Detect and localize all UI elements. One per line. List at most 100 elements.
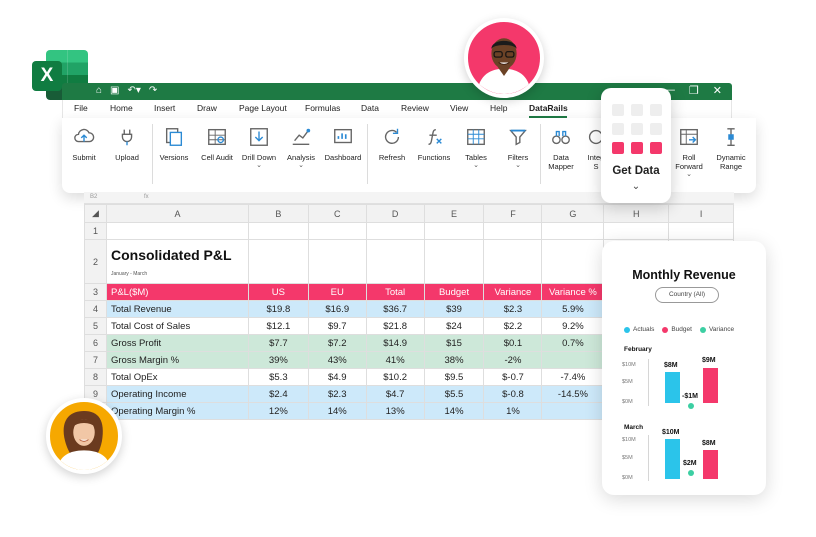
- get-data-button[interactable]: Get Data ⌄: [601, 88, 671, 203]
- row-label[interactable]: Total OpEx: [105, 368, 249, 386]
- cell[interactable]: $7.2: [307, 334, 367, 352]
- menu-home[interactable]: Home: [110, 103, 133, 113]
- header-cell[interactable]: P&L($M): [105, 283, 249, 301]
- select-all-corner[interactable]: ◢: [84, 204, 107, 223]
- country-filter[interactable]: Country (All): [655, 287, 719, 303]
- cell[interactable]: 41%: [365, 351, 425, 369]
- menu-view[interactable]: View: [450, 103, 469, 113]
- cell[interactable]: $5.5: [423, 385, 485, 403]
- column-header[interactable]: G: [541, 204, 605, 223]
- row-number[interactable]: 3: [84, 283, 107, 301]
- cell[interactable]: 38%: [423, 351, 485, 369]
- row-label[interactable]: Operating Margin %: [105, 402, 249, 420]
- menu-data[interactable]: Data: [361, 103, 379, 113]
- cell[interactable]: $-0.7: [483, 368, 543, 386]
- cell[interactable]: 1%: [483, 402, 543, 420]
- cell[interactable]: $9.7: [307, 317, 367, 335]
- title-cell[interactable]: Consolidated P&L January - March: [105, 239, 249, 284]
- row-label[interactable]: Total Revenue: [105, 300, 249, 318]
- menu-formulas[interactable]: Formulas: [305, 103, 341, 113]
- close-icon[interactable]: ✕: [712, 85, 722, 97]
- cell[interactable]: $9.5: [423, 368, 485, 386]
- cell[interactable]: $16.9: [307, 300, 367, 318]
- column-header[interactable]: B: [247, 204, 309, 223]
- column-header[interactable]: I: [668, 204, 734, 223]
- row-label[interactable]: Total Cost of Sales: [105, 317, 249, 335]
- restore-icon[interactable]: ❐: [688, 85, 699, 97]
- menu-datarails[interactable]: DataRails: [529, 103, 568, 113]
- redo-icon[interactable]: ↷: [148, 85, 158, 96]
- cell[interactable]: [541, 402, 605, 420]
- header-cell[interactable]: Budget: [423, 283, 485, 301]
- cell[interactable]: 39%: [247, 351, 309, 369]
- cell[interactable]: 0.7%: [541, 334, 605, 352]
- row-label[interactable]: Gross Margin %: [105, 351, 249, 369]
- column-header[interactable]: E: [423, 204, 485, 223]
- header-cell[interactable]: Variance: [483, 283, 543, 301]
- cell[interactable]: $24: [423, 317, 485, 335]
- drill-down-button[interactable]: Drill Down ⌄: [234, 126, 284, 170]
- row-number[interactable]: 5: [84, 317, 107, 335]
- row-number[interactable]: 6: [84, 334, 107, 352]
- cell[interactable]: -2%: [483, 351, 543, 369]
- menu-draw[interactable]: Draw: [197, 103, 217, 113]
- roll-forward-button[interactable]: Roll Forward ⌄: [664, 126, 714, 179]
- column-header[interactable]: C: [307, 204, 367, 223]
- cell[interactable]: 14%: [307, 402, 367, 420]
- menu-file[interactable]: File: [74, 103, 88, 113]
- cell[interactable]: -7.4%: [541, 368, 605, 386]
- cell[interactable]: $19.8: [247, 300, 309, 318]
- cell[interactable]: $2.3: [483, 300, 543, 318]
- cell[interactable]: $2.3: [307, 385, 367, 403]
- name-box[interactable]: B2: [90, 194, 98, 200]
- submit-button[interactable]: Submit: [59, 126, 109, 162]
- dashboard-button[interactable]: Dashboard: [318, 126, 368, 162]
- cell[interactable]: 9.2%: [541, 317, 605, 335]
- cell-audit-button[interactable]: Cell Audit: [192, 126, 242, 162]
- cell[interactable]: $15: [423, 334, 485, 352]
- cell[interactable]: $4.7: [365, 385, 425, 403]
- refresh-button[interactable]: Refresh: [367, 126, 417, 162]
- menu-page-layout[interactable]: Page Layout: [239, 103, 287, 113]
- cell[interactable]: $0.1: [483, 334, 543, 352]
- cell[interactable]: $10.2: [365, 368, 425, 386]
- cell[interactable]: $36.7: [365, 300, 425, 318]
- header-cell[interactable]: US: [247, 283, 309, 301]
- analysis-button[interactable]: Analysis ⌄: [276, 126, 326, 170]
- column-header[interactable]: F: [483, 204, 543, 223]
- cell[interactable]: $39: [423, 300, 485, 318]
- cell[interactable]: $4.9: [307, 368, 367, 386]
- cell[interactable]: 14%: [423, 402, 485, 420]
- menu-review[interactable]: Review: [401, 103, 429, 113]
- tables-button[interactable]: Tables ⌄: [451, 126, 501, 170]
- row-number[interactable]: 1: [84, 222, 107, 240]
- home-icon[interactable]: ⌂: [96, 85, 103, 96]
- cell[interactable]: $5.3: [247, 368, 309, 386]
- cell[interactable]: $2.4: [247, 385, 309, 403]
- dynamic-range-button[interactable]: Dynamic Range: [706, 126, 756, 171]
- filters-button[interactable]: Filters ⌄: [493, 126, 543, 170]
- cell[interactable]: $12.1: [247, 317, 309, 335]
- save-icon[interactable]: ▣: [110, 85, 120, 96]
- row-label[interactable]: Operating Income: [105, 385, 249, 403]
- header-cell[interactable]: EU: [307, 283, 367, 301]
- cell[interactable]: $2.2: [483, 317, 543, 335]
- functions-button[interactable]: Functions: [409, 126, 459, 162]
- cell[interactable]: $-0.8: [483, 385, 543, 403]
- versions-button[interactable]: Versions: [149, 126, 199, 162]
- undo-icon[interactable]: ↶▾: [127, 85, 141, 96]
- cell[interactable]: $14.9: [365, 334, 425, 352]
- column-header[interactable]: H: [603, 204, 670, 223]
- cell[interactable]: 12%: [247, 402, 309, 420]
- header-cell[interactable]: Variance %: [541, 283, 605, 301]
- row-number[interactable]: 8: [84, 368, 107, 386]
- cell[interactable]: -14.5%: [541, 385, 605, 403]
- row-label[interactable]: Gross Profit: [105, 334, 249, 352]
- cell[interactable]: $21.8: [365, 317, 425, 335]
- column-header[interactable]: A: [105, 204, 249, 223]
- row-number[interactable]: 7: [84, 351, 107, 369]
- row-number[interactable]: 2: [84, 239, 107, 284]
- menu-insert[interactable]: Insert: [154, 103, 176, 113]
- menu-help[interactable]: Help: [490, 103, 508, 113]
- minimize-icon[interactable]: —: [663, 84, 675, 96]
